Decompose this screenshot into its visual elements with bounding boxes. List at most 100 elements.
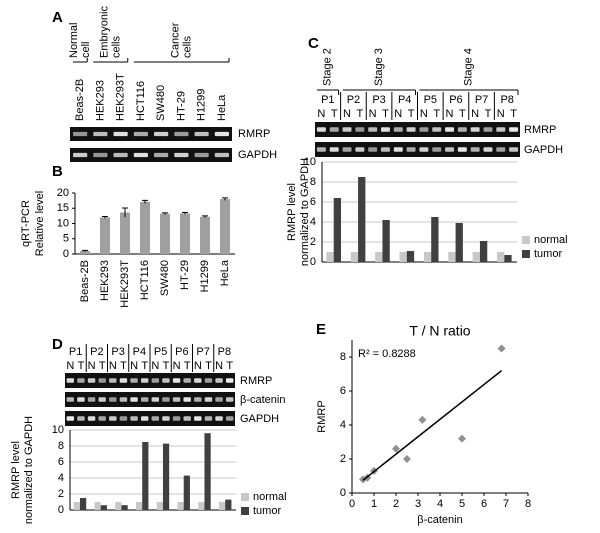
x-tick-label: HEK293 bbox=[99, 260, 111, 301]
gel-band bbox=[98, 397, 106, 402]
bar bbox=[423, 252, 432, 262]
y-tick-label: 0 bbox=[340, 487, 346, 499]
gel-band bbox=[174, 131, 189, 137]
point bbox=[458, 434, 466, 443]
gel-band bbox=[113, 131, 128, 137]
patient-label: P2 bbox=[90, 346, 103, 358]
lane-label: T bbox=[141, 360, 148, 372]
legend-label: normal bbox=[534, 234, 568, 246]
gel-band bbox=[87, 416, 96, 421]
bar bbox=[198, 502, 205, 510]
lane-label: N bbox=[215, 360, 223, 372]
y-tick-label: 5 bbox=[63, 233, 69, 245]
lane-label: SW480 bbox=[155, 85, 167, 121]
gel-band bbox=[445, 147, 455, 152]
y-tick-label: 2 bbox=[340, 453, 346, 465]
lane-label: T bbox=[163, 360, 170, 372]
gel-band bbox=[329, 127, 339, 132]
point bbox=[403, 455, 411, 463]
group-label: Normal bbox=[68, 23, 80, 58]
lane-label: T bbox=[226, 360, 233, 372]
patient-label: P3 bbox=[372, 94, 385, 106]
group-label: cells bbox=[110, 35, 122, 58]
gel-strip bbox=[65, 392, 235, 407]
lane-label: T bbox=[331, 108, 338, 120]
legend-swatch bbox=[522, 236, 530, 244]
gel-band bbox=[214, 152, 229, 158]
lane-label: T bbox=[459, 108, 466, 120]
legend-swatch bbox=[241, 507, 249, 515]
gel-band bbox=[380, 127, 390, 132]
bar bbox=[80, 250, 90, 254]
row-label: RMRP bbox=[524, 124, 556, 136]
gel-band bbox=[183, 397, 191, 402]
bar bbox=[140, 201, 150, 254]
y-tick-label: 2 bbox=[310, 236, 316, 248]
error-bar bbox=[102, 215, 108, 219]
patient-label: P6 bbox=[449, 94, 462, 106]
bar bbox=[204, 433, 211, 510]
gel-band bbox=[225, 397, 234, 402]
lane-label: T bbox=[485, 108, 492, 120]
bar bbox=[497, 252, 505, 262]
bar bbox=[100, 505, 107, 510]
bar bbox=[326, 252, 334, 262]
row-label: GAPDH bbox=[240, 413, 279, 425]
lane-label: N bbox=[369, 108, 377, 120]
stage-label: Stage 4 bbox=[463, 48, 475, 86]
y-tick-label: 10 bbox=[52, 424, 64, 436]
gel-band bbox=[162, 378, 170, 383]
patient-label: P5 bbox=[424, 94, 437, 106]
lane-label: N bbox=[130, 360, 138, 372]
gel-band bbox=[162, 416, 170, 421]
point bbox=[497, 344, 506, 353]
patient-label: P4 bbox=[398, 94, 411, 106]
bar bbox=[225, 499, 232, 510]
patient-label: P8 bbox=[500, 94, 513, 106]
lane-label: T bbox=[382, 108, 389, 120]
gel-band bbox=[380, 147, 390, 152]
group-label: Cancer bbox=[169, 22, 181, 58]
gel-band bbox=[119, 416, 128, 421]
error-bar bbox=[142, 199, 148, 204]
bar bbox=[160, 213, 170, 254]
gel-band bbox=[113, 152, 128, 158]
y-tick-label: 10 bbox=[57, 217, 69, 229]
lane-label: N bbox=[471, 108, 479, 120]
gel-strip bbox=[70, 148, 232, 162]
bar bbox=[79, 498, 87, 510]
error-bar bbox=[202, 215, 208, 218]
stage-label: Stage 2 bbox=[322, 48, 334, 86]
patient-label: P6 bbox=[175, 346, 188, 358]
gel-band bbox=[204, 378, 213, 383]
y-axis-label: RMRP bbox=[316, 400, 328, 432]
patient-label: P7 bbox=[475, 94, 488, 106]
y-axis-label: RMRP level bbox=[286, 183, 298, 241]
lane-label: N bbox=[394, 108, 402, 120]
panel-letter: A bbox=[52, 9, 63, 26]
y-tick-label: 8 bbox=[340, 351, 346, 363]
point bbox=[392, 444, 400, 453]
gel-strip bbox=[65, 373, 235, 388]
x-axis-label: β-catenin bbox=[417, 514, 462, 526]
gel-band bbox=[483, 147, 493, 152]
y-axis-label: normalized to GAPDH bbox=[299, 158, 311, 266]
gel-band bbox=[215, 378, 223, 383]
gel-band bbox=[457, 127, 467, 132]
gel-band bbox=[194, 378, 202, 383]
gel-band bbox=[77, 397, 85, 402]
lane-label: N bbox=[497, 108, 505, 120]
lane-label: HeLa bbox=[216, 94, 228, 121]
panel-letter: C bbox=[308, 35, 319, 52]
x-tick-label: HCT116 bbox=[139, 260, 151, 300]
gel-band bbox=[119, 378, 128, 383]
bar bbox=[399, 252, 407, 262]
gel-band bbox=[151, 397, 160, 402]
y-axis-label: qRT-PCR bbox=[20, 200, 32, 247]
chart-title: T / N ratio bbox=[409, 323, 470, 339]
bar bbox=[472, 252, 480, 262]
gel-band bbox=[77, 378, 85, 383]
gel-band bbox=[419, 127, 429, 132]
gel-band bbox=[496, 127, 506, 132]
